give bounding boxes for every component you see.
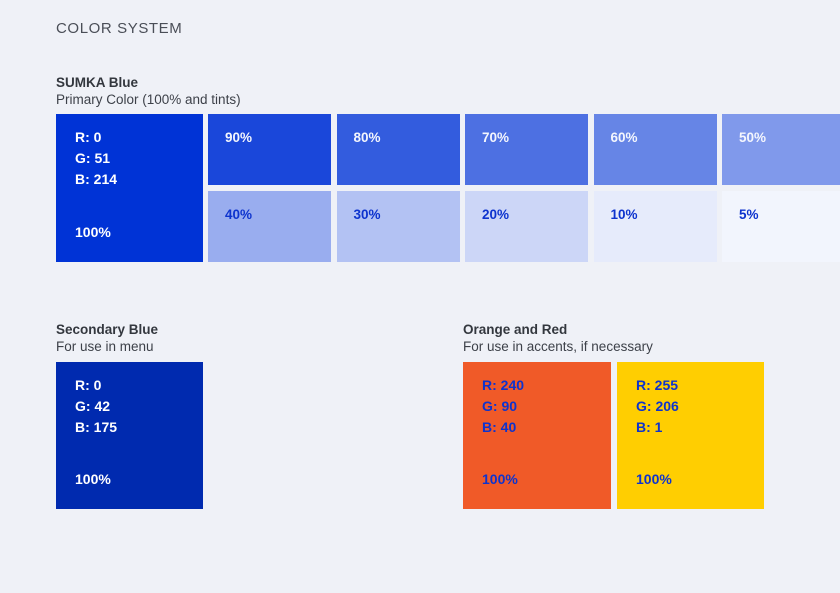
- primary-r-value: R: 0: [75, 129, 102, 145]
- secondary-blue-swatch: R: 0 G: 42 B: 175 100%: [56, 362, 203, 509]
- tint-swatch-70: 70%: [465, 114, 588, 185]
- tint-label-30: 30%: [353, 207, 381, 222]
- accent-orange-swatch: R: 240 G: 90 B: 40 100%: [463, 362, 611, 509]
- orange-r-value: R: 240: [482, 377, 525, 393]
- secondary-g-value: G: 42: [75, 398, 111, 414]
- tint-swatch-80: 80%: [336, 114, 460, 185]
- yellow-percent-label: 100%: [636, 471, 672, 487]
- tint-swatch-60: 60%: [593, 114, 717, 185]
- secondary-section-subtitle: For use in menu: [56, 339, 154, 354]
- tint-swatch-40: 40%: [208, 191, 331, 262]
- secondary-b-value: B: 175: [75, 419, 118, 435]
- secondary-section-header: Secondary Blue For use in menu: [56, 321, 158, 355]
- tint-label-60: 60%: [610, 130, 638, 145]
- tint-swatch-90: 90%: [208, 114, 331, 185]
- orange-b-value: B: 40: [482, 419, 517, 435]
- secondary-rgb-values: R: 0 G: 42 B: 175: [75, 375, 189, 438]
- primary-g-value: G: 51: [75, 150, 111, 166]
- accent-yellow-swatch: R: 255 G: 206 B: 1 100%: [617, 362, 764, 509]
- tint-swatch-50: 50%: [722, 114, 840, 185]
- accent-section-subtitle: For use in accents, if necessary: [463, 339, 653, 354]
- tint-swatch-20: 20%: [465, 191, 588, 262]
- yellow-g-value: G: 206: [636, 398, 679, 414]
- secondary-section-title: Secondary Blue: [56, 322, 159, 337]
- tint-swatch-5: 5%: [722, 191, 840, 262]
- secondary-percent-label: 100%: [75, 471, 111, 487]
- yellow-r-value: R: 255: [636, 377, 679, 393]
- secondary-r-value: R: 0: [75, 377, 102, 393]
- accent-section-title: Orange and Red: [463, 322, 568, 337]
- yellow-b-value: B: 1: [636, 419, 663, 435]
- tint-label-90: 90%: [225, 130, 253, 145]
- primary-b-value: B: 214: [75, 171, 118, 187]
- tint-label-20: 20%: [482, 207, 510, 222]
- primary-section-header: SUMKA Blue Primary Color (100% and tints…: [56, 74, 241, 108]
- page-title: COLOR SYSTEM: [56, 20, 183, 37]
- orange-g-value: G: 90: [482, 398, 518, 414]
- primary-tint-grid: 90% 80% 70% 60% 50% 40% 30% 20% 10% 5%: [208, 114, 840, 262]
- primary-section-subtitle: Primary Color (100% and tints): [56, 92, 241, 107]
- accent-section-header: Orange and Red For use in accents, if ne…: [463, 321, 653, 355]
- orange-percent-label: 100%: [482, 471, 518, 487]
- yellow-rgb-values: R: 255 G: 206 B: 1: [636, 375, 750, 438]
- primary-100-swatch: R: 0 G: 51 B: 214 100%: [56, 114, 203, 262]
- tint-label-80: 80%: [353, 130, 381, 145]
- tint-label-10: 10%: [610, 207, 638, 222]
- tint-label-70: 70%: [482, 130, 510, 145]
- tint-swatch-30: 30%: [336, 191, 460, 262]
- primary-percent-label: 100%: [75, 224, 111, 240]
- tint-label-5: 5%: [739, 207, 759, 222]
- primary-rgb-values: R: 0 G: 51 B: 214: [75, 127, 189, 190]
- tint-label-50: 50%: [739, 130, 767, 145]
- primary-section-title: SUMKA Blue: [56, 75, 139, 90]
- orange-rgb-values: R: 240 G: 90 B: 40: [482, 375, 597, 438]
- tint-label-40: 40%: [225, 207, 253, 222]
- tint-swatch-10: 10%: [593, 191, 717, 262]
